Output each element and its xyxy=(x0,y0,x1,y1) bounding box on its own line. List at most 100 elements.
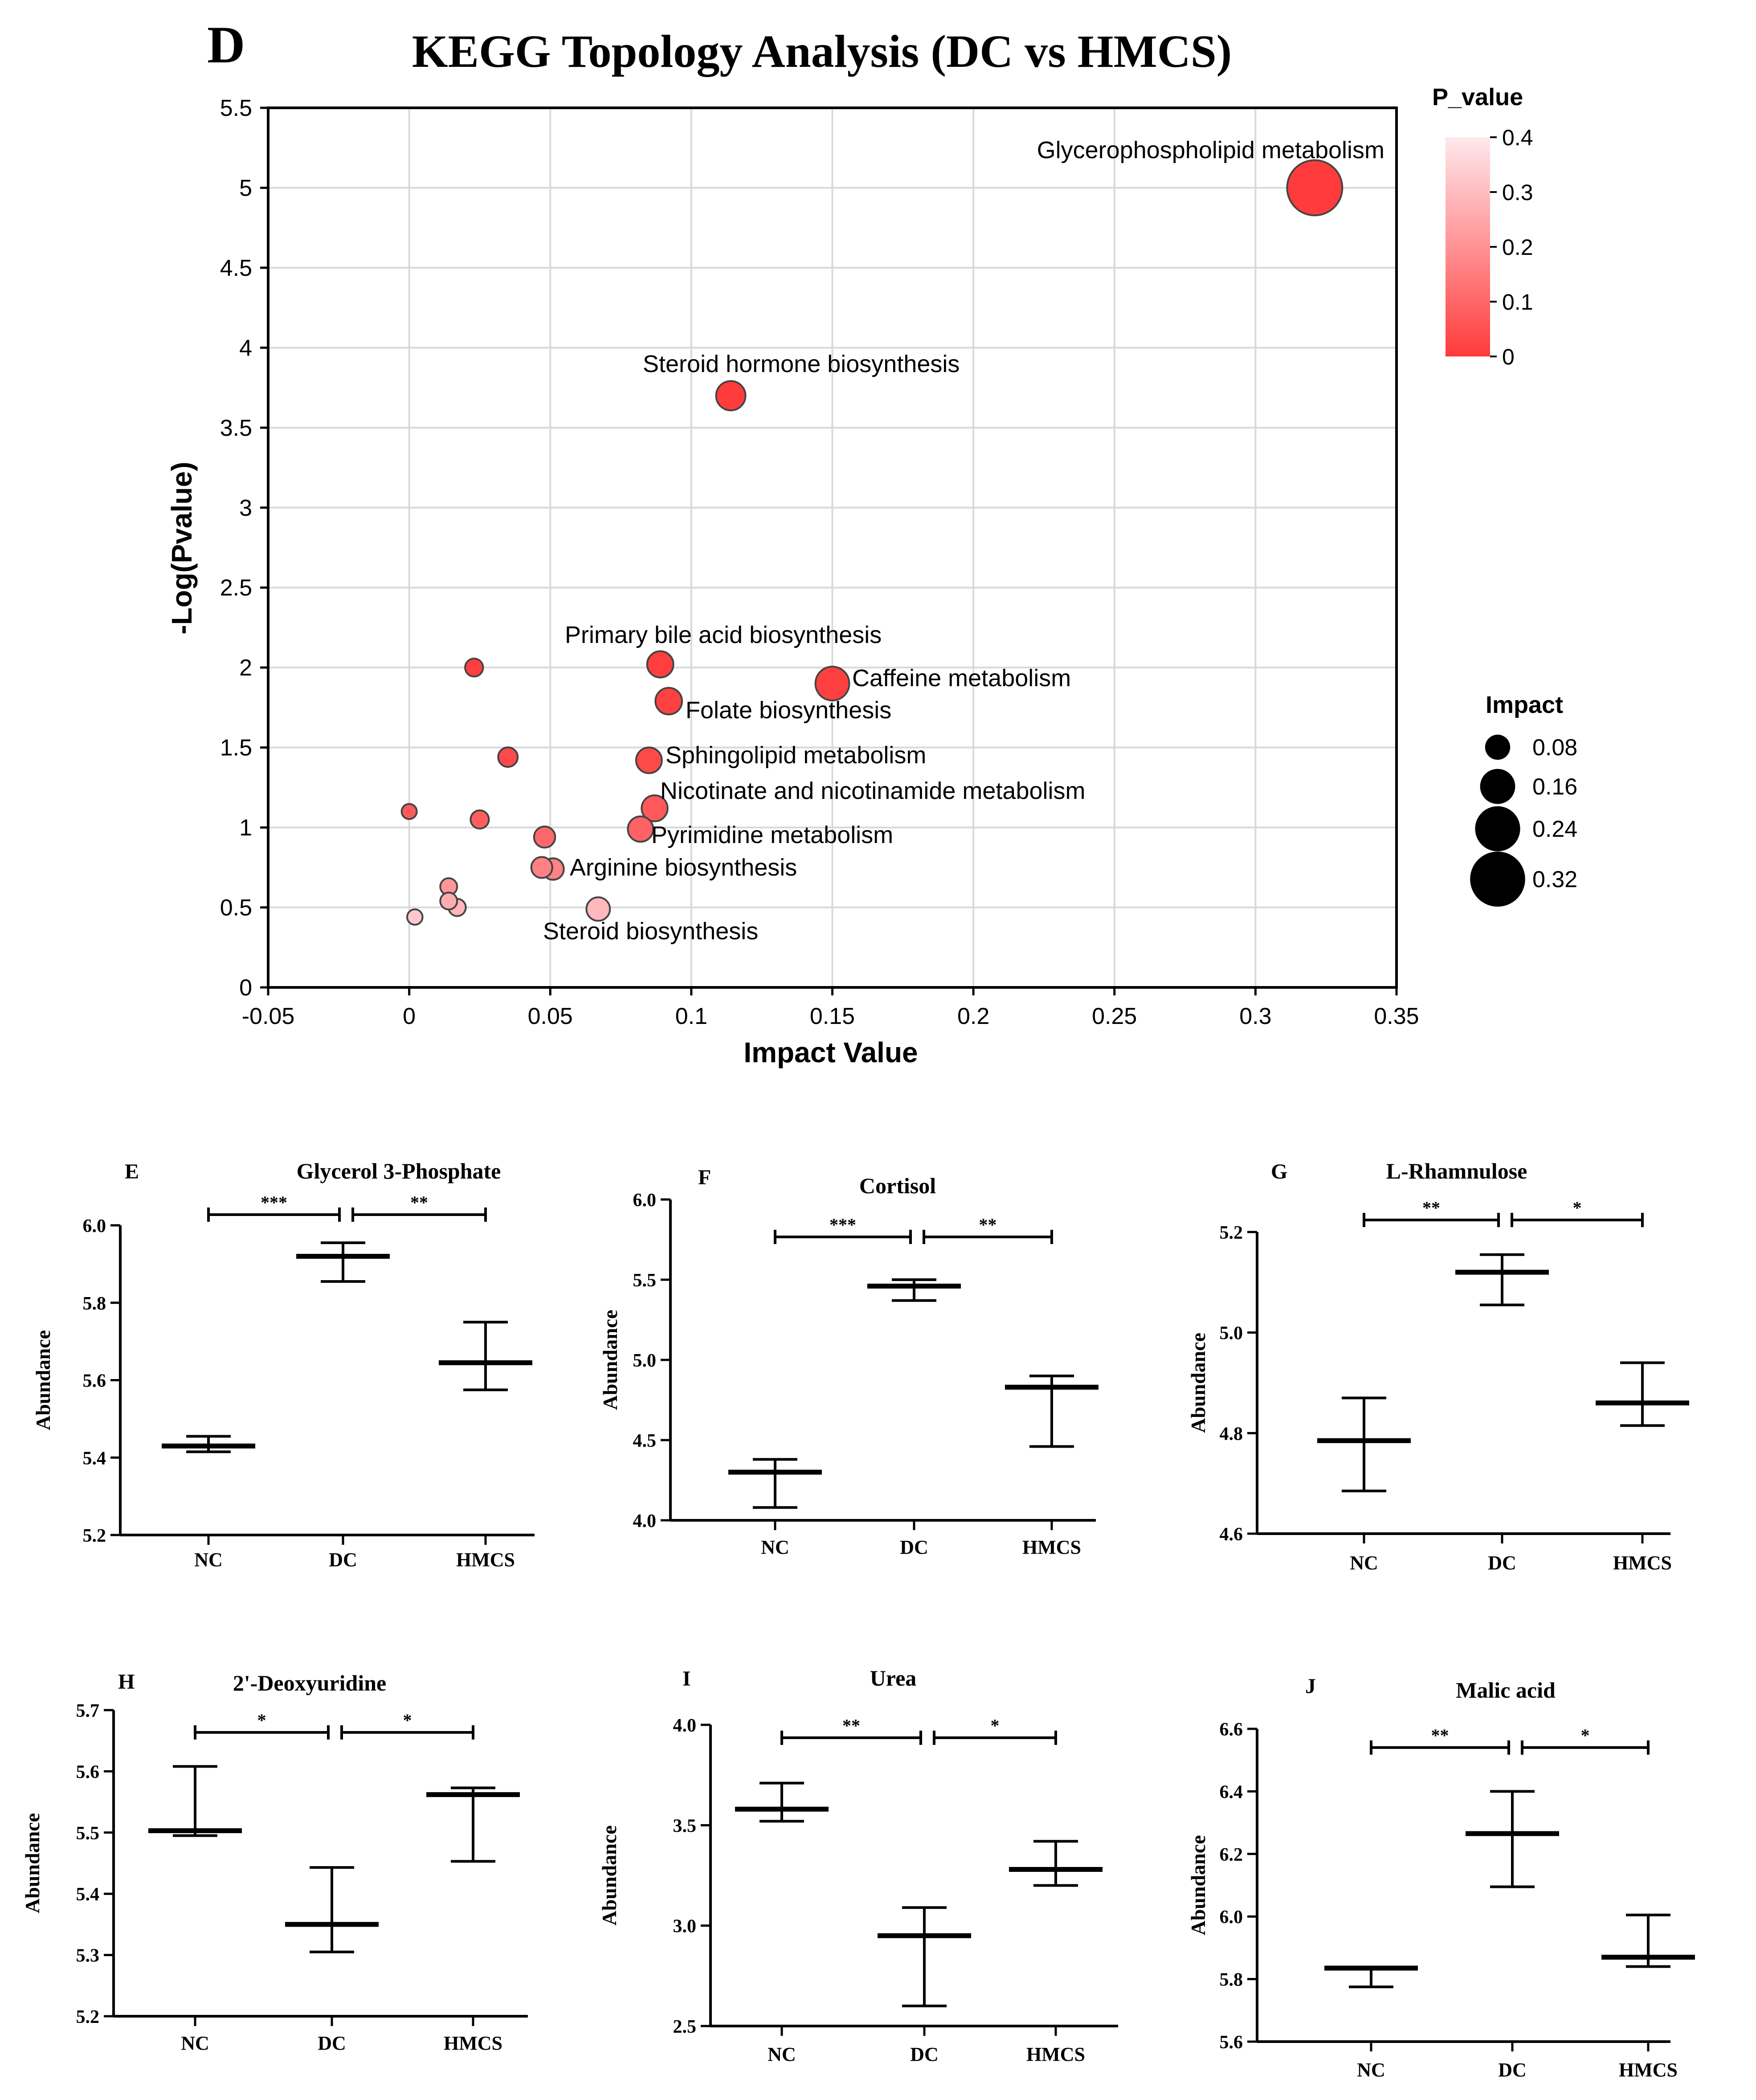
x-tick-label: HMCS xyxy=(1022,1536,1081,1558)
y-tick-label: 5.3 xyxy=(76,1946,100,1966)
y-tick-label: 4.5 xyxy=(220,255,252,281)
x-tick-label: 0.3 xyxy=(1239,1003,1271,1029)
panel-letter-F: F xyxy=(698,1166,711,1189)
bubble-point xyxy=(530,856,553,879)
x-tick-label: HMCS xyxy=(456,1549,515,1571)
significance-bracket: * xyxy=(340,1710,474,1740)
x-tick-label: 0.25 xyxy=(1092,1003,1137,1029)
significance-stars: ** xyxy=(979,1215,997,1235)
group-errorbar-HMCS xyxy=(426,1786,520,1863)
y-tick-label: 4.0 xyxy=(673,1715,697,1736)
bubble-point xyxy=(646,650,674,679)
group-errorbar-NC xyxy=(728,1458,822,1509)
bubble-label: Arginine biosynthesis xyxy=(570,854,797,881)
significance-stars: * xyxy=(1581,1725,1590,1745)
panel-letter-D: D xyxy=(207,16,245,74)
x-tick-label: 0.1 xyxy=(675,1003,707,1029)
abundance-chart-H: H 2'-Deoxyuridine 5.2 5.3 5.4 5.5 5.6 5.7 Abunda… xyxy=(21,1670,528,2054)
y-tick-label: 6.4 xyxy=(1220,1782,1243,1802)
significance-stars: ** xyxy=(1431,1725,1449,1745)
significance-bracket: *** xyxy=(207,1192,341,1222)
group-errorbar-HMCS xyxy=(1596,1361,1689,1427)
x-tick-label: DC xyxy=(910,2043,939,2065)
y-tick-label: 3.0 xyxy=(673,1916,697,1937)
y-tick-label: 5.7 xyxy=(76,1701,100,1721)
significance-bracket: ** xyxy=(1363,1198,1500,1227)
size-legend-label: 0.32 xyxy=(1532,867,1577,892)
size-legend-circle xyxy=(1475,806,1520,851)
y-tick-label: 5.6 xyxy=(76,1762,100,1782)
bubble-point xyxy=(533,825,556,849)
group-errorbar-HMCS xyxy=(1601,1913,1695,1968)
group-errorbar-NC xyxy=(1324,1965,1418,1989)
significance-bracket: ** xyxy=(351,1192,487,1222)
group-errorbar-NC xyxy=(1317,1396,1411,1493)
y-axis-label: Abundance xyxy=(1187,1333,1209,1433)
y-tick-label: 5.2 xyxy=(76,2007,100,2027)
y-tick-label: 5.8 xyxy=(1220,1970,1243,1990)
y-tick-label: 2 xyxy=(239,655,252,681)
y-tick-label: 6.6 xyxy=(1220,1719,1243,1740)
y-tick-label: 3 xyxy=(239,495,252,521)
bubble-point xyxy=(406,908,424,926)
significance-stars: * xyxy=(257,1710,266,1730)
significance-stars: * xyxy=(1573,1198,1582,1218)
bubble-labels: Glycerophospholipid metabolism Steroid ho… xyxy=(543,137,1384,945)
panel-title: 2'-Deoxyuridine xyxy=(233,1670,386,1695)
chart-title: KEGG Topology Analysis (DC vs HMCS) xyxy=(412,26,1232,77)
abundance-chart-J: J Malic acid 5.6 5.8 6.0 6.2 6.4 6.6 Abundance NC… xyxy=(1187,1674,1695,2081)
significance-bracket: * xyxy=(1511,1198,1644,1227)
bubble-point xyxy=(1286,159,1344,217)
plot-frame xyxy=(267,106,1398,989)
y-tick-label: 1.5 xyxy=(220,735,252,761)
y-tick-label: 4.6 xyxy=(1220,1524,1243,1545)
y-tick-label: 5.6 xyxy=(83,1371,106,1392)
y-axis-label: Abundance xyxy=(1187,1835,1209,1936)
axis-ticks: -0.05 0 0.05 0.1 0.15 0.2 0.25 0.3 0.3500.511.52… xyxy=(220,95,1419,1029)
size-legend-circle xyxy=(1480,769,1515,804)
panel-letter-G: G xyxy=(1271,1160,1287,1183)
bubble-point xyxy=(635,746,663,774)
bubble-series xyxy=(400,159,1344,926)
panel-title: L-Rhamnulose xyxy=(1386,1158,1527,1183)
bubble-point xyxy=(641,794,669,823)
x-tick-label: 0.35 xyxy=(1374,1003,1419,1029)
y-tick-label: 5.0 xyxy=(1220,1323,1243,1344)
pvalue-color-legend: P_value 0.4 0.3 0.2 0.1 0 xyxy=(1432,84,1533,369)
group-errorbar-DC xyxy=(296,1241,390,1283)
significance-stars: * xyxy=(403,1710,412,1730)
abundance-chart-E: E Glycerol 3-Phosphate 5.2 5.4 5.6 5.8 6.0 Abun… xyxy=(32,1158,535,1571)
x-axis-label: Impact Value xyxy=(743,1036,918,1068)
group-errorbar-HMCS xyxy=(439,1321,532,1392)
bubble-label: Sphingolipid metabolism xyxy=(666,742,926,769)
significance-stars: ** xyxy=(410,1192,428,1212)
bubble-label: Pyrimidine metabolism xyxy=(651,822,893,848)
x-tick-label: HMCS xyxy=(1619,2059,1678,2081)
size-legend-label: 0.24 xyxy=(1532,816,1577,842)
significance-bracket: * xyxy=(1521,1725,1650,1755)
x-tick-label: NC xyxy=(761,1536,789,1558)
panel-title: Malic acid xyxy=(1456,1678,1556,1703)
group-errorbar-HMCS xyxy=(1005,1375,1099,1448)
bubble-point xyxy=(497,746,519,768)
bubble-label: Folate biosynthesis xyxy=(686,697,891,724)
panel-letter-I: I xyxy=(682,1667,691,1691)
y-tick-label: 5.6 xyxy=(1220,2032,1243,2053)
bubble-point xyxy=(400,803,418,820)
y-tick-label: 0 xyxy=(239,975,252,1001)
bubble-label: Steroid hormone biosynthesis xyxy=(643,351,960,377)
x-tick-label: NC xyxy=(1357,2059,1385,2081)
y-axis-label: Abundance xyxy=(598,1826,621,1926)
grid-lines xyxy=(267,107,1397,988)
group-errorbar-DC xyxy=(867,1278,961,1302)
color-legend-ticks: 0.4 0.3 0.2 0.1 0 xyxy=(1490,125,1533,369)
kegg-bubble-chart: D KEGG Topology Analysis (DC vs HMCS) -0… xyxy=(166,16,1577,1068)
impact-size-legend: Impact 0.08 0.16 0.24 0.32 xyxy=(1470,692,1577,907)
group-errorbar-NC xyxy=(162,1435,255,1453)
y-tick-label: 5.0 xyxy=(633,1351,657,1371)
color-legend-tick-label: 0.4 xyxy=(1502,125,1533,150)
y-tick-label: 4.8 xyxy=(1220,1424,1243,1444)
significance-stars: *** xyxy=(829,1215,856,1235)
y-tick-label: 1 xyxy=(239,815,252,841)
